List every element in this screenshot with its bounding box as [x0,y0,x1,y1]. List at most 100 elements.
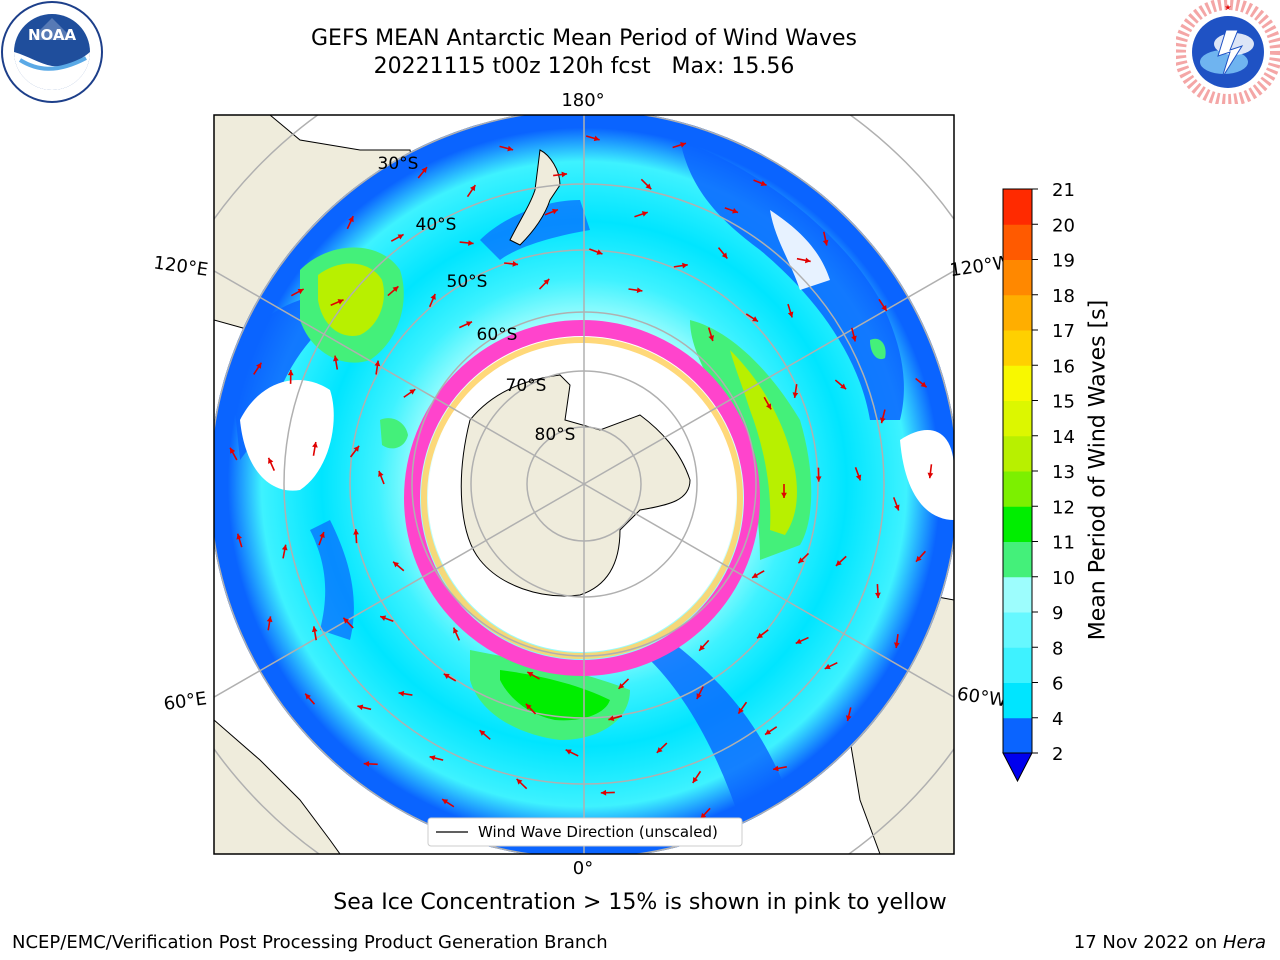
colorbar-tick-label: 6 [1052,674,1063,695]
wind-wave-arrow-head [507,145,514,152]
wind-wave-arrow-head [333,355,339,362]
lat-label-70s: 70°S [506,376,547,396]
sea-ice-note: Sea Ice Concentration > 15% is shown in … [333,890,947,915]
colorbar-tick-label: 13 [1052,462,1075,483]
lat-label-30s: 30°S [378,154,419,174]
wind-wave-arrow-head [287,369,294,376]
wind-wave-arrow-head [353,445,360,452]
wind-wave-arrow-head [337,299,344,305]
colorbar-segment [1003,682,1032,719]
wind-wave-arrow-head [380,615,387,621]
footer-date-text: 17 Nov 2022 on [1073,932,1223,953]
wind-wave-arrow-head [393,561,399,568]
noaa-logo-text: NOAA [28,26,77,44]
wind-wave-arrow-head [409,389,416,395]
graticule [214,115,954,854]
wind-wave-arrow-head [281,544,288,551]
wind-wave-arrow-head [824,663,831,670]
wind-wave-arrow-head [851,335,857,342]
wind-wave-arrow-head [357,704,364,711]
colorbar-extend-min [1002,752,1033,783]
wind-wave-arrow-head [845,715,852,722]
wind-wave-arrow-head [543,278,550,285]
colorbar-tick-label: 2 [1052,744,1063,765]
footer-host: Hera [1222,932,1266,953]
wind-wave-arrow-head [429,755,436,761]
wind-wave-arrow-head [608,715,615,722]
chart-title: GEFS MEAN Antarctic Mean Period of Wind … [311,26,857,51]
wind-wave-arrow-head [880,417,886,424]
colorbar-tick-label: 20 [1052,215,1075,236]
colorbar-segment [1003,506,1032,542]
wind-wave-arrow-head [430,293,436,300]
wind-wave-arrow-head [596,249,603,255]
wind-wave-arrow-head [516,778,523,785]
colorbar-tick-label: 21 [1052,180,1075,201]
lon-label-left-upper: 120°E [152,252,209,280]
colorbar-segment [1003,294,1032,331]
svg-text:★: ★ [1224,3,1231,12]
colorbar-tick-label: 14 [1052,427,1075,448]
wind-wave-arrow-head [593,135,600,142]
colorbar-tick-label: 16 [1052,356,1075,377]
wind-wave-arrow-head [268,457,274,464]
colorbar-tick-label: 15 [1052,392,1075,413]
wind-wave-arrow-head [765,403,772,410]
map-legend: Wind Wave Direction (unscaled) [427,817,743,847]
wind-wave-arrow-head [645,183,652,190]
wind-wave-arrow-head [378,470,384,477]
colorbar-segment [1003,189,1032,225]
wind-wave-arrow-head [466,321,472,327]
colorbar-segment [1003,330,1032,366]
wind-wave-arrow-head [236,533,242,540]
map-frame-content: 30°S 40°S 50°S 60°S 70°S 80°S Wind Wave … [214,115,954,854]
wind-wave-arrow-head [875,592,881,599]
wind-wave-arrow-head [525,703,532,710]
colorbar-segment [1003,224,1032,260]
wind-wave-arrow-head [527,672,534,678]
wind-wave-arrow-head [738,707,744,714]
colorbar-tick-label: 17 [1052,321,1075,342]
wind-wave-arrow-head [398,690,405,697]
colorbar-segment [1003,365,1032,401]
wind-wave-arrow-head [757,632,764,639]
noaa-logo-icon: NOAA [1,1,103,103]
wind-wave-arrow-head [512,261,519,267]
wind-wave-arrow-head [453,627,459,634]
wind-wave-arrow-head [656,747,663,753]
colorbar-segment [1003,576,1032,613]
wind-wave-arrow-head [442,799,449,805]
wind-wave-arrow-head [230,447,236,454]
lon-label-right-lower: 60°W [956,684,1008,712]
wind-wave-arrow-head [561,171,568,178]
nws-logo-icon: ★ [1176,0,1280,104]
wind-wave-arrow-head [266,616,273,623]
wind-wave-arrow-head [795,638,802,644]
wind-wave-arrow-head [374,360,381,367]
wind-wave-arrow-head [752,572,759,578]
map-frame [213,114,955,855]
wind-wave-arrow-head [822,239,829,246]
wind-wave-arrow-head [319,532,325,538]
wind-wave-arrow-head [781,492,787,498]
wind-wave-arrow-head [915,555,922,562]
colorbar-tick-label: 12 [1052,497,1075,518]
colorbar-segment [1003,471,1032,507]
wind-wave-arrow-head [692,776,699,783]
lat-label-80s: 80°S [535,425,576,445]
wind-wave-arrow-head [765,729,772,735]
wind-wave-arrow-head [773,765,779,772]
wind-wave-arrow-head [894,504,900,511]
wind-wave-arrow-head [565,749,572,755]
wind-wave-arrow-head [618,683,625,689]
wind-wave-arrow-head [787,311,794,318]
wind-wave-arrow-head [700,812,707,819]
wind-wave-arrow-head [881,305,887,312]
wind-wave-arrow-head [752,316,759,322]
wind-wave-arrow-head [732,208,739,214]
wind-wave-arrow-head [798,557,805,564]
wind-wave-arrow-head [551,208,558,215]
colorbar-segment [1003,717,1032,754]
lon-label-top: 180° [561,90,604,111]
